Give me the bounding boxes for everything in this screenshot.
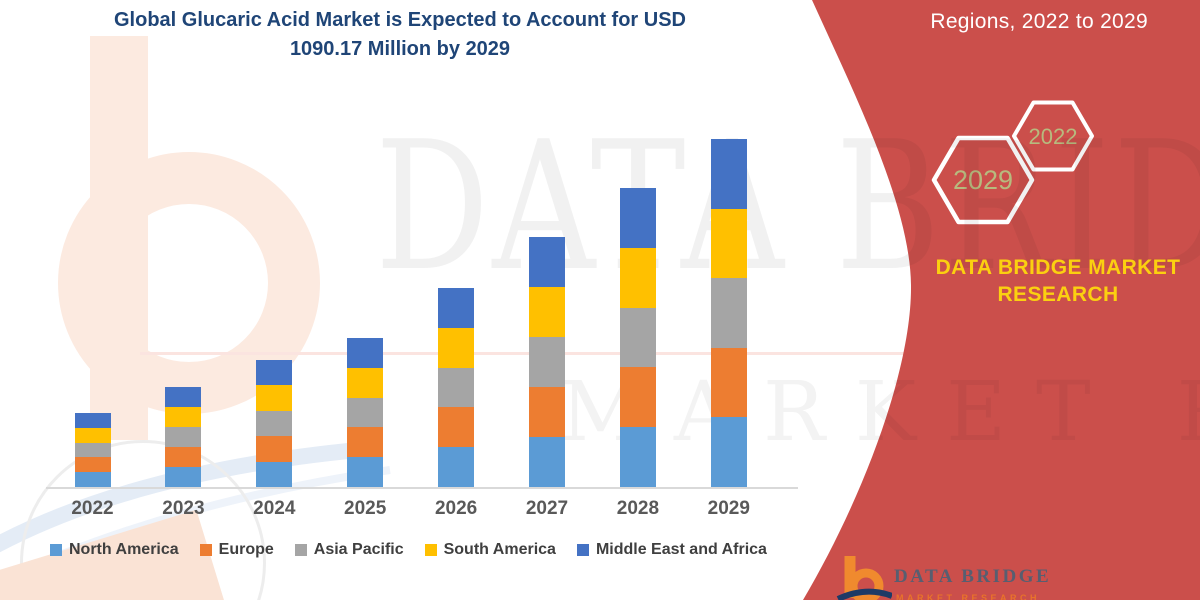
legend-label: North America xyxy=(69,541,179,558)
x-label-2029: 2029 xyxy=(707,498,750,519)
segment-south-america xyxy=(710,208,747,279)
bar-2025 xyxy=(347,338,384,487)
segment-europe xyxy=(74,457,111,473)
segment-north-america xyxy=(619,427,656,487)
segment-europe xyxy=(438,407,475,448)
segment-asia-pacific xyxy=(619,307,656,368)
watermark-horizontal-line xyxy=(140,352,910,355)
hexagon-2022-label: 2022 xyxy=(1029,124,1078,149)
segment-middle-east-and-africa xyxy=(529,237,565,287)
segment-middle-east-and-africa xyxy=(165,387,202,407)
hexagon-2022 xyxy=(1012,100,1094,172)
bar-2024 xyxy=(256,360,293,487)
dbmr-wordmark: DATA BRIDGE MARKET RESEARCH xyxy=(920,254,1196,308)
segment-south-america xyxy=(619,247,656,308)
segment-asia-pacific xyxy=(347,397,384,428)
segment-middle-east-and-africa xyxy=(710,139,747,209)
chart-legend: North America Europe Asia Pacific South Ame… xyxy=(50,541,790,559)
legend-swatch-icon xyxy=(576,544,589,556)
legend-swatch-icon xyxy=(294,544,307,556)
x-label-2028: 2028 xyxy=(616,498,660,519)
segment-asia-pacific xyxy=(529,337,565,387)
x-label-2024: 2024 xyxy=(253,498,296,519)
segment-south-america xyxy=(165,407,202,427)
segment-europe xyxy=(256,436,293,462)
red-banner-shape xyxy=(803,0,1200,600)
legend-swatch-icon xyxy=(50,544,62,556)
segment-asia-pacific xyxy=(74,442,111,458)
dbmr-wordmark-line2: RESEARCH xyxy=(997,283,1119,306)
segment-asia-pacific xyxy=(438,367,475,408)
segment-asia-pacific xyxy=(165,427,202,447)
segment-europe xyxy=(529,387,565,437)
segment-south-america xyxy=(529,287,565,337)
x-label-2025: 2025 xyxy=(344,498,387,519)
hexagon-2029 xyxy=(931,135,1035,225)
footer-brand-name: DATA BRIDGE xyxy=(894,566,1052,587)
dbmr-wordmark-line1: DATA BRIDGE MARKET xyxy=(935,256,1181,279)
legend-label: South America xyxy=(443,541,556,558)
segment-north-america xyxy=(165,467,202,487)
bar-2027 xyxy=(529,237,565,487)
chart-title: Global Glucaric Acid Market is Expected … xyxy=(30,6,770,64)
segment-europe xyxy=(710,347,747,418)
bar-2023 xyxy=(165,387,202,487)
legend-label: Asia Pacific xyxy=(313,541,404,558)
segment-europe xyxy=(165,447,202,467)
segment-north-america xyxy=(347,457,384,487)
segment-middle-east-and-africa xyxy=(256,360,293,386)
legend-label: Middle East and Africa xyxy=(595,541,767,558)
bar-2029 xyxy=(710,139,747,487)
segment-south-america xyxy=(438,327,475,368)
segment-south-america xyxy=(74,427,111,443)
plot-area: 2022 2023 2024 2025 2026 2027 2028 2029 xyxy=(46,139,798,519)
segment-north-america xyxy=(710,417,747,487)
chart-title-line2: 1090.17 Million by 2029 xyxy=(289,38,511,60)
footer-b-icon xyxy=(836,556,892,600)
segment-asia-pacific xyxy=(256,410,293,437)
x-label-2023: 2023 xyxy=(162,498,205,519)
segment-north-america xyxy=(256,461,293,487)
x-axis-line xyxy=(46,487,798,489)
x-label-2022: 2022 xyxy=(71,498,114,519)
footer-logo: DATA BRIDGE MARKET RESEARCH xyxy=(836,552,1196,600)
bar-2028 xyxy=(619,188,656,487)
segment-middle-east-and-africa xyxy=(347,338,384,368)
x-label-2027: 2027 xyxy=(525,498,569,519)
segment-north-america xyxy=(529,437,565,487)
segment-europe xyxy=(347,427,384,458)
x-label-2026: 2026 xyxy=(434,498,478,519)
legend-item-south-america: South America xyxy=(424,541,556,559)
chart-title-line1: Global Glucaric Acid Market is Expected … xyxy=(114,9,686,31)
bar-2022 xyxy=(74,413,111,487)
legend-item-middle-east-and-africa: Middle East and Africa xyxy=(576,541,767,559)
segment-middle-east-and-africa xyxy=(619,188,656,248)
segment-middle-east-and-africa xyxy=(74,413,111,428)
segment-north-america xyxy=(74,472,111,487)
footer-brand-sub: MARKET RESEARCH xyxy=(896,593,1041,600)
segment-asia-pacific xyxy=(710,278,747,348)
legend-item-europe: Europe xyxy=(199,541,274,559)
regions-heading: Regions, 2022 to 2029 xyxy=(930,10,1148,33)
segment-europe xyxy=(619,367,656,428)
legend-item-north-america: North America xyxy=(50,541,179,559)
segment-south-america xyxy=(347,367,384,398)
legend-swatch-icon xyxy=(424,544,437,556)
segment-south-america xyxy=(256,385,293,411)
legend-item-asia-pacific: Asia Pacific xyxy=(294,541,404,559)
bar-2026 xyxy=(438,288,475,487)
segment-middle-east-and-africa xyxy=(438,288,475,328)
segment-north-america xyxy=(438,447,475,487)
hexagon-2029-label: 2029 xyxy=(953,165,1013,195)
legend-swatch-icon xyxy=(199,544,212,556)
legend-label: Europe xyxy=(218,541,274,558)
